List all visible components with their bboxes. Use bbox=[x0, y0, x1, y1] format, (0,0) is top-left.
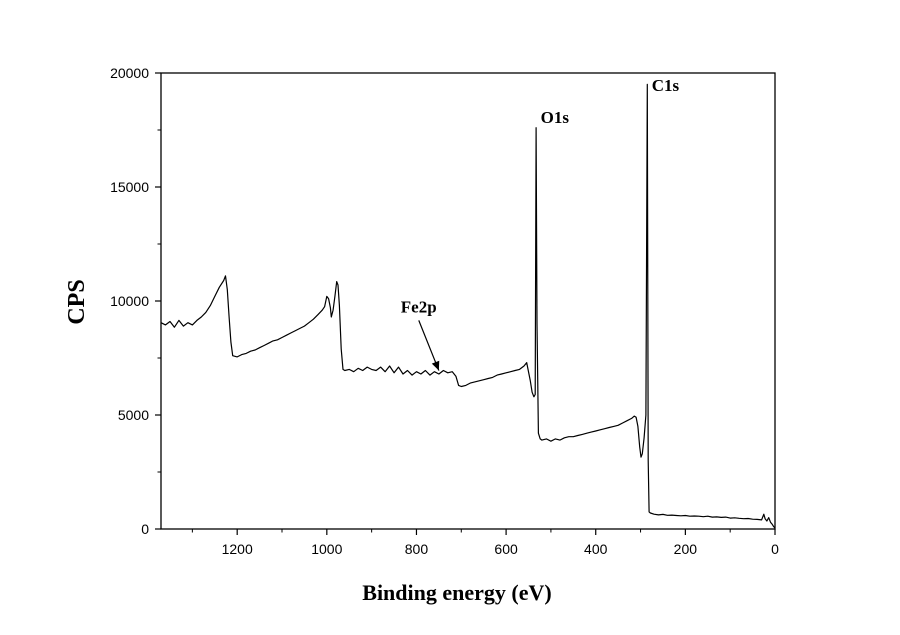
tick-labels: 1200 1000 800 600 400 200 00500010000150002000… bbox=[110, 65, 779, 557]
x-tick-label: 400 bbox=[584, 541, 608, 557]
x-tick-label: 600 bbox=[494, 541, 518, 557]
x-tick-label: 200 bbox=[674, 541, 698, 557]
spectrum-line bbox=[160, 83, 776, 529]
y-tick-label: 15000 bbox=[110, 179, 149, 195]
y-tick-label: 10000 bbox=[110, 293, 149, 309]
annotation-fe2p: Fe2p bbox=[401, 297, 437, 316]
series-layer bbox=[160, 83, 776, 529]
y-axis-title: CPS bbox=[64, 279, 90, 324]
axes bbox=[160, 72, 776, 530]
y-tick-label: 5000 bbox=[118, 407, 149, 423]
plot-frame bbox=[160, 72, 776, 530]
annotation-arrow bbox=[418, 320, 440, 371]
x-tick-label: 1200 bbox=[222, 541, 253, 557]
arrow-head bbox=[431, 360, 440, 371]
annotations: O1s C1s Fe2p bbox=[401, 76, 680, 371]
y-tick-label: 20000 bbox=[110, 65, 149, 81]
annotation-c1s: C1s bbox=[652, 76, 680, 95]
x-tick-label: 0 bbox=[771, 541, 779, 557]
y-tick-label: 0 bbox=[141, 521, 149, 537]
axis-ticks bbox=[155, 72, 776, 535]
x-tick-label: 800 bbox=[405, 541, 429, 557]
annotation-o1s: O1s bbox=[541, 108, 570, 127]
x-axis-title: Binding energy (eV) bbox=[362, 580, 551, 605]
x-tick-label: 1000 bbox=[311, 541, 342, 557]
